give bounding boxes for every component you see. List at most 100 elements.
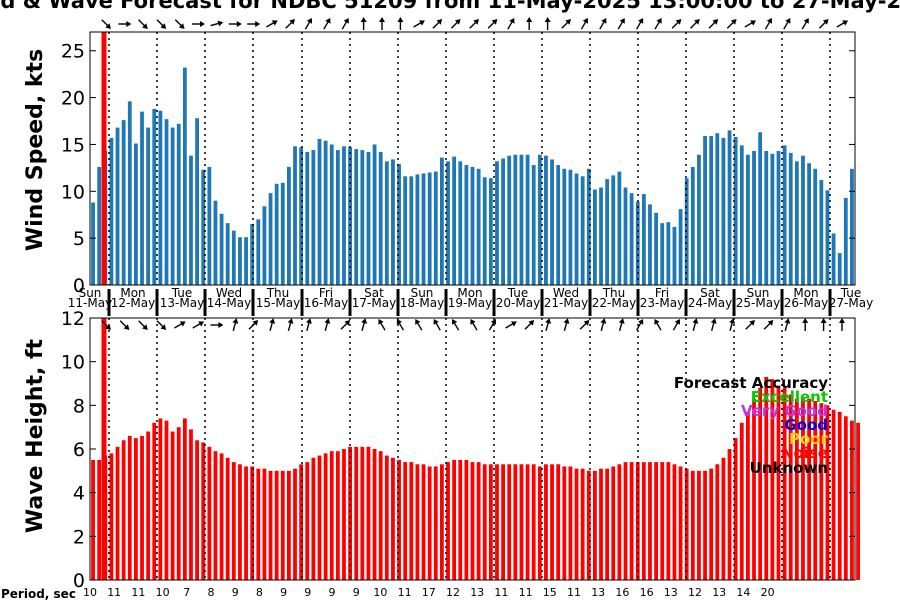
wave-bar: [623, 462, 628, 580]
wind-bar: [727, 130, 732, 285]
wave-bar: [354, 446, 359, 580]
period-value: 13: [591, 586, 605, 599]
arrow-head: [729, 318, 736, 324]
wave-bar: [746, 411, 750, 580]
wave-bar: [152, 422, 157, 580]
wind-bar: [715, 133, 720, 285]
wave-height-panel: 0 2 4 6 8 10 12: [61, 308, 860, 592]
wind-bar: [164, 119, 169, 286]
wave-bar: [470, 462, 475, 580]
wind-speed-panel: 0510152025Sun11-MayMon12-MayTue13-MayWed…: [61, 17, 873, 316]
wave-direction-arrow: [729, 318, 736, 331]
wind-bar: [268, 193, 273, 285]
wave-bar: [262, 468, 267, 580]
wave-bar: [495, 464, 499, 580]
legend-noise: Noise: [781, 444, 828, 462]
arrow-head: [583, 320, 590, 326]
wind-bar: [794, 161, 799, 285]
legend-excellent: Excellent: [751, 388, 828, 406]
wave-bar: [837, 411, 842, 580]
wind-direction-arrow: [561, 19, 571, 29]
arrow-head: [287, 318, 294, 324]
arrow-head: [306, 17, 312, 24]
arrow-head: [750, 20, 757, 26]
wave-bar: [250, 466, 255, 580]
arrow-head: [638, 17, 644, 24]
wave-bar: [562, 466, 567, 580]
wave-direction-arrow: [579, 320, 590, 330]
wave-bar: [550, 464, 554, 580]
wind-bar: [440, 157, 444, 285]
date-label: 27-May: [829, 296, 873, 310]
arrow-head: [379, 17, 385, 22]
wind-direction-arrow: [118, 21, 132, 27]
wave-bar: [764, 376, 769, 580]
wave-bar: [617, 464, 622, 580]
wave-bar: [819, 403, 824, 580]
wave-bar: [739, 422, 744, 580]
wind-bar: [195, 118, 199, 286]
wind-bar: [537, 154, 542, 285]
wave-bar: [733, 438, 738, 580]
wave-bar: [794, 398, 799, 580]
y-tick-label: 20: [61, 88, 85, 110]
y-tick-label: 25: [61, 41, 85, 63]
period-value: 11: [131, 586, 145, 599]
arrow-head: [415, 318, 421, 325]
wave-direction-arrow: [174, 321, 186, 329]
wave-bar: [605, 468, 610, 580]
day-name-label: Wed: [553, 286, 579, 300]
wind-bar: [397, 164, 401, 285]
wind-direction-arrow: [413, 20, 425, 28]
arrow-head: [802, 318, 809, 323]
arrow-head: [839, 318, 845, 323]
arrow-head: [675, 19, 682, 25]
wind-bar: [825, 190, 830, 285]
wind-bar: [329, 144, 334, 285]
wind-bar: [287, 166, 291, 285]
wind-bar: [617, 171, 622, 285]
date-label: 13-May: [160, 296, 204, 310]
arrow-head: [545, 318, 552, 324]
day-name-label: Mon: [457, 286, 482, 300]
wind-direction-arrow: [138, 19, 148, 29]
wave-direction-arrow: [138, 320, 148, 330]
arrow-head: [822, 19, 829, 25]
wind-bar: [274, 183, 279, 285]
wind-direction-arrow: [726, 19, 737, 29]
wave-bar: [274, 470, 279, 580]
wave-direction-arrow: [306, 318, 312, 331]
wind-bar: [568, 169, 573, 285]
period-value: 9: [329, 586, 336, 599]
wind-direction-arrow: [285, 19, 295, 29]
wind-bar: [427, 172, 432, 285]
wave-bar: [415, 464, 420, 580]
wave-bar: [384, 455, 389, 580]
arrow-head: [528, 320, 535, 326]
wave-bar: [91, 459, 95, 580]
legend-very-good: Very Good: [741, 402, 828, 420]
wave-bar: [635, 462, 640, 580]
wind-bar: [525, 154, 530, 285]
period-value: 9: [232, 586, 239, 599]
wind-speed-axis-label: Wind Speed, kts: [23, 49, 48, 251]
wave-bar: [648, 462, 652, 580]
arrow-head: [105, 324, 111, 330]
arrow-head: [601, 17, 607, 24]
wave-bar: [189, 429, 193, 580]
period-value: 11: [519, 586, 533, 599]
wave-direction-arrow: [563, 318, 570, 331]
wave-bar: [825, 405, 830, 580]
day-name-label: Mon: [793, 286, 818, 300]
wave-bar: [238, 464, 242, 580]
period-value: 10: [373, 586, 387, 599]
wave-bar: [225, 457, 230, 580]
y-tick-label: 5: [73, 228, 85, 250]
date-label: 22-May: [592, 296, 636, 310]
wind-bar: [850, 168, 854, 285]
legend-good: Good: [784, 416, 828, 434]
wind-direction-arrow: [671, 19, 682, 29]
wind-direction-arrow: [507, 17, 515, 30]
wind-direction-arrow: [469, 19, 479, 29]
arrow-head: [126, 21, 132, 27]
